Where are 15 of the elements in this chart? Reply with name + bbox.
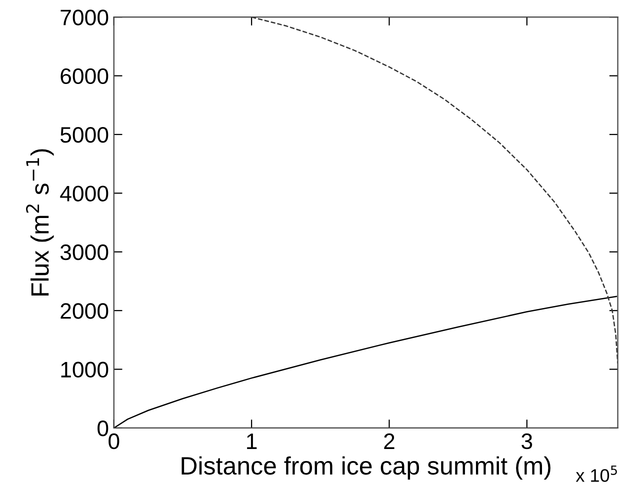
text: x 10$^{5}$ (576, 466, 617, 482)
y-tick-label: 2000 (60, 303, 108, 319)
y-tick-label: 1000 (61, 362, 108, 378)
x-tick-label: 0 (108, 433, 120, 450)
x-tick-label: 1 (247, 434, 257, 449)
y-axis-title: Flux (m$^{2}$ s$^{−1}$) (26, 149, 54, 296)
y-tick-label: 5000 (60, 127, 108, 143)
x-tick-label: 3 (522, 433, 532, 450)
y-tick-label: 6000 (60, 68, 108, 84)
y-tick-label: 0 (98, 420, 108, 436)
x-tick-label: 2 (384, 433, 394, 449)
y-tick-label: 4000 (60, 186, 108, 202)
y-tick-label: 7000 (60, 10, 108, 26)
x-axis-title: Distance from ice cap summit (m) (182, 456, 550, 480)
y-tick-label: 3000 (60, 244, 108, 260)
